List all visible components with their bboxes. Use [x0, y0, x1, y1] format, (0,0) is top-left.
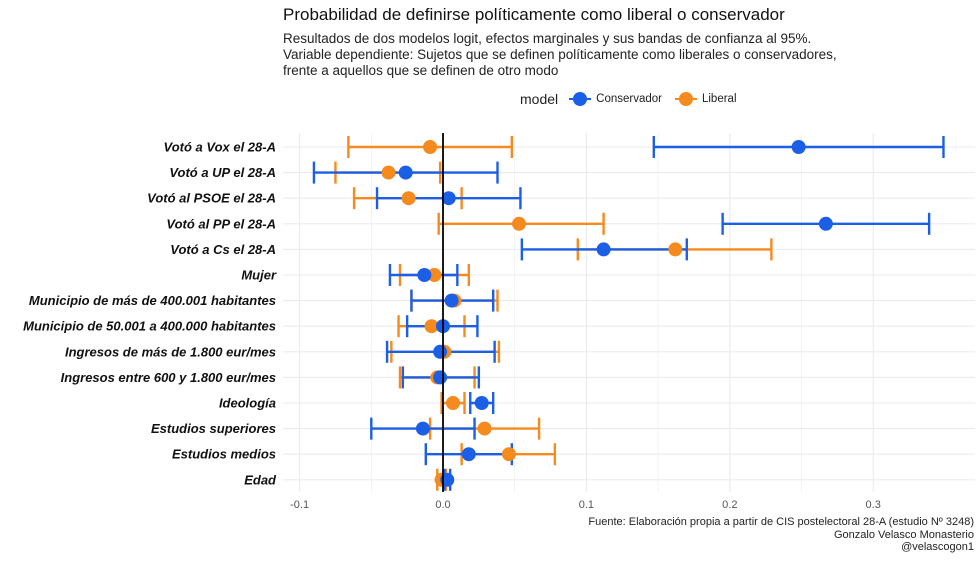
y-category-label: Votó a Cs el 28-A — [170, 242, 276, 257]
conservador-point — [441, 191, 456, 206]
y-category-label: Ingresos entre 600 y 1.800 eur/mes — [61, 370, 276, 385]
y-category-label: Votó a Vox el 28-A — [164, 140, 276, 155]
caption-line-3: @velascogon1 — [901, 541, 974, 553]
liberal-point — [381, 165, 396, 180]
conservador-point — [433, 344, 448, 359]
legend: model Conservador Liberal — [520, 91, 749, 107]
caption-line-1: Fuente: Elaboración propia a partir de C… — [588, 516, 974, 528]
liberal-point — [423, 140, 438, 154]
liberal-point — [424, 319, 439, 334]
y-category-label: Votó al PSOE el 28-A — [147, 191, 276, 206]
legend-label-conservador: Conservador — [596, 93, 662, 105]
legend-key-liberal — [674, 91, 698, 107]
liberal-point — [501, 447, 516, 462]
y-category-label: Votó a UP el 28-A — [169, 165, 276, 180]
y-category-label: Votó al PP el 28-A — [166, 216, 276, 231]
y-category-label: Estudios superiores — [151, 421, 276, 436]
y-category-label: Ideología — [219, 396, 276, 411]
x-tick-label: 0.2 — [722, 499, 737, 511]
subtitle-line-2: Variable dependiente: Sujetos que se def… — [283, 47, 837, 62]
conservador-point — [444, 293, 459, 308]
chart-subtitle: Resultados de dos modelos logit, efectos… — [283, 31, 837, 79]
caption-line-2: Gonzalo Velasco Monasterio — [833, 528, 974, 541]
legend-title: model — [520, 91, 559, 107]
legend-key-conservador — [568, 91, 592, 107]
conservador-point — [433, 370, 448, 385]
liberal-point — [512, 216, 527, 231]
conservador-point — [417, 268, 432, 282]
liberal-point — [446, 396, 461, 410]
y-category-label: Edad — [244, 472, 277, 487]
legend-item-liberal: Liberal — [674, 91, 737, 107]
x-tick-label: 0.1 — [579, 499, 594, 511]
x-tick-label: 0.0 — [435, 499, 450, 511]
legend-label-liberal: Liberal — [701, 93, 737, 105]
x-tick-label: -0.1 — [290, 499, 309, 511]
liberal-point — [401, 191, 416, 206]
chart-caption: Fuente: Elaboración propia a partir de C… — [588, 516, 974, 554]
y-category-label: Municipio de 50.001 a 400.000 habitantes — [23, 319, 276, 334]
legend-item-conservador: Conservador — [568, 91, 662, 107]
conservador-point — [596, 242, 611, 257]
conservador-point — [818, 216, 833, 231]
y-category-label: Estudios medios — [172, 447, 276, 462]
y-category-label: Mujer — [241, 268, 277, 283]
subtitle-line-3: frente a aquellos que se definen de otro… — [283, 63, 559, 78]
conservador-point — [474, 396, 489, 410]
liberal-point — [427, 268, 442, 282]
y-category-label: Municipio de más de 400.001 habitantes — [29, 293, 276, 308]
subtitle-line-1: Resultados de dos modelos logit, efectos… — [283, 31, 812, 46]
y-category-label: Ingresos de más de 1.800 eur/mes — [65, 344, 276, 359]
conservador-point — [398, 165, 413, 180]
chart-title: Probabilidad de definirse políticamente … — [283, 5, 785, 24]
liberal-point — [477, 421, 492, 436]
liberal-point — [668, 242, 683, 257]
conservador-point — [791, 140, 806, 154]
conservador-point — [461, 447, 476, 462]
conservador-point — [415, 421, 430, 436]
x-tick-label: 0.3 — [866, 499, 881, 511]
